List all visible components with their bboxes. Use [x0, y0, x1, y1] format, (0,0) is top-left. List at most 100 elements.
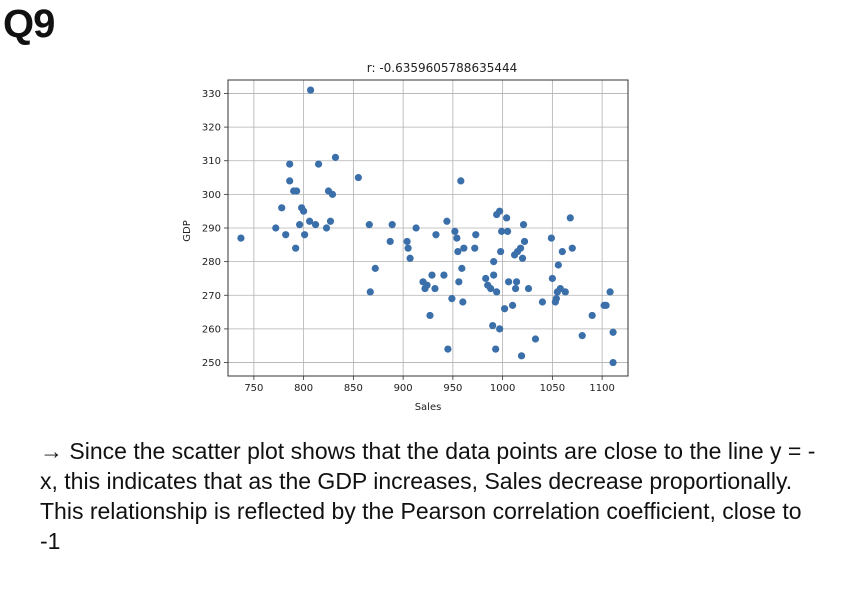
data-point: [314, 160, 323, 168]
data-point: [487, 284, 495, 293]
data-point: [428, 271, 436, 279]
data-point: [566, 214, 574, 222]
data-point: [331, 153, 340, 161]
data-point: [458, 264, 466, 272]
data-point: [609, 328, 617, 336]
data-point: [426, 311, 434, 320]
data-point: [406, 254, 414, 262]
data-point: [278, 204, 286, 212]
data-point: [423, 281, 431, 289]
y-tick-label: 320: [202, 123, 221, 134]
x-tick-label: 1050: [540, 383, 565, 394]
data-point: [517, 352, 526, 360]
data-point: [516, 244, 525, 252]
data-point: [306, 86, 315, 94]
data-point: [301, 231, 309, 239]
data-point: [496, 207, 504, 215]
data-point: [538, 298, 547, 306]
data-point: [453, 234, 461, 242]
explanation-text: → Since the scatter plot shows that the …: [40, 438, 816, 554]
data-point: [504, 227, 512, 235]
data-point: [531, 335, 540, 343]
data-point: [504, 278, 513, 286]
data-point: [286, 177, 294, 185]
data-point: [497, 247, 505, 256]
data-point: [292, 244, 300, 252]
data-point: [520, 237, 529, 246]
data-point: [548, 274, 556, 283]
data-point: [457, 177, 465, 185]
data-point: [282, 231, 290, 239]
data-point: [518, 254, 527, 262]
data-point: [443, 217, 451, 225]
y-tick-labels: 250 260 270 280 290 300 310 320 330: [202, 89, 228, 369]
data-point: [300, 207, 308, 215]
data-point: [493, 288, 501, 296]
data-point: [471, 244, 479, 252]
data-point: [440, 271, 448, 279]
data-point: [455, 278, 463, 286]
data-point: [552, 295, 560, 303]
y-tick-label: 300: [202, 190, 221, 201]
data-point: [460, 244, 468, 252]
x-tick-label: 800: [294, 383, 313, 394]
data-point: [606, 288, 614, 296]
data-point: [444, 345, 452, 353]
data-point: [511, 284, 520, 293]
data-point: [459, 298, 467, 306]
data-point: [354, 173, 362, 182]
data-point: [512, 278, 521, 286]
data-point: [578, 332, 586, 340]
data-point: [602, 301, 610, 309]
data-point: [472, 231, 480, 239]
data-point: [524, 284, 533, 293]
y-tick-label: 310: [202, 156, 221, 167]
data-point: [568, 244, 576, 252]
y-tick-label: 250: [202, 358, 221, 369]
data-points: [237, 86, 617, 367]
data-point: [508, 301, 517, 309]
data-point: [237, 234, 245, 242]
y-tick-label: 330: [202, 89, 221, 100]
data-point: [451, 227, 459, 235]
data-point: [365, 221, 373, 229]
data-point: [482, 274, 490, 283]
data-point: [490, 258, 498, 266]
data-point: [296, 221, 304, 229]
y-tick-label: 280: [202, 257, 221, 268]
data-point: [272, 224, 280, 232]
data-point: [501, 305, 509, 313]
grid-lines: [228, 80, 628, 376]
data-point: [305, 217, 314, 225]
x-tick-label: 850: [344, 383, 363, 394]
data-point: [328, 190, 337, 198]
x-tick-label: 1000: [490, 383, 515, 394]
data-point: [322, 224, 331, 232]
data-point: [366, 288, 374, 296]
data-point: [448, 295, 456, 303]
data-point: [498, 227, 506, 235]
data-point: [403, 237, 411, 246]
data-point: [388, 221, 396, 229]
scatter-chart: r: -0.6359605788635444 750 800 850 900 950 10…: [182, 61, 629, 413]
y-tick-label: 270: [202, 291, 221, 302]
x-tick-label: 1100: [589, 383, 614, 394]
data-point: [404, 244, 412, 252]
data-point: [588, 311, 596, 320]
data-point: [386, 237, 394, 246]
data-point: [293, 187, 301, 195]
data-point: [547, 234, 555, 242]
data-point: [489, 321, 497, 330]
data-point: [492, 345, 500, 353]
x-tick-labels: 750 800 850 900 950 1000 1050 1100: [244, 376, 615, 394]
y-tick-label: 260: [202, 324, 221, 335]
data-point: [519, 221, 528, 229]
data-point: [286, 160, 294, 168]
data-point: [609, 358, 617, 367]
data-point: [561, 288, 569, 296]
x-axis-label: Sales: [415, 402, 442, 413]
data-point: [326, 217, 335, 225]
data-point: [503, 214, 511, 222]
data-point: [554, 261, 562, 269]
y-tick-label: 290: [202, 224, 221, 235]
